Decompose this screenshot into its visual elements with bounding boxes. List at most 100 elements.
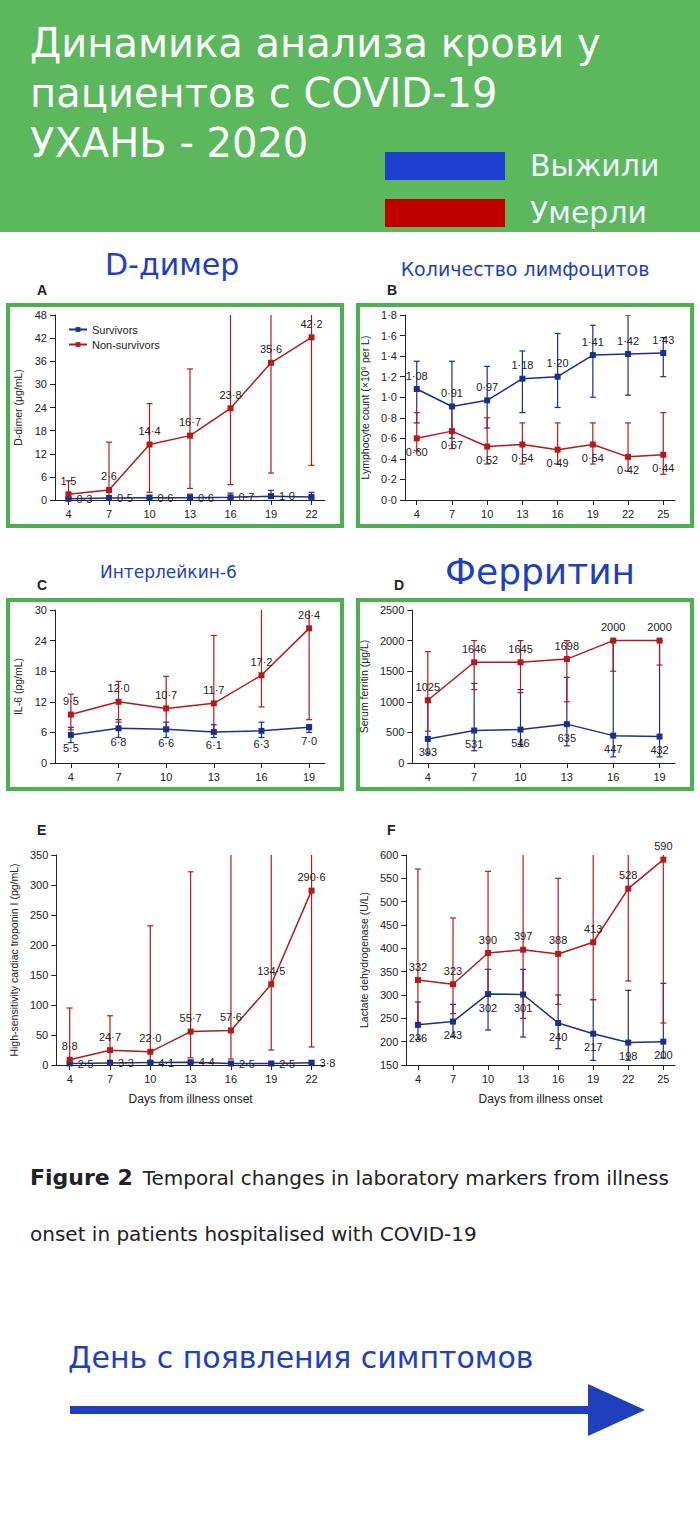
svg-text:13: 13 bbox=[184, 508, 196, 520]
svg-text:6·6: 6·6 bbox=[158, 737, 174, 749]
svg-text:590: 590 bbox=[654, 840, 672, 852]
svg-text:150: 150 bbox=[380, 1059, 398, 1071]
svg-text:D-димер: D-димер bbox=[105, 247, 239, 282]
svg-text:1646: 1646 bbox=[462, 643, 486, 655]
svg-text:6·8: 6·8 bbox=[111, 736, 127, 748]
svg-text:24: 24 bbox=[35, 635, 47, 647]
svg-text:450: 450 bbox=[380, 919, 398, 931]
svg-text:2000: 2000 bbox=[601, 621, 625, 633]
svg-text:4: 4 bbox=[67, 1073, 73, 1085]
svg-text:19: 19 bbox=[653, 771, 665, 783]
svg-text:0·6: 0·6 bbox=[158, 492, 174, 504]
svg-text:18: 18 bbox=[35, 665, 47, 677]
svg-text:7: 7 bbox=[450, 1073, 456, 1085]
svg-text:100: 100 bbox=[30, 999, 48, 1011]
svg-text:2·5: 2·5 bbox=[239, 1058, 255, 1070]
svg-text:13: 13 bbox=[517, 1073, 529, 1085]
svg-text:F: F bbox=[387, 822, 396, 838]
svg-text:42·2: 42·2 bbox=[300, 318, 322, 330]
svg-text:19: 19 bbox=[303, 771, 315, 783]
svg-text:0·3: 0·3 bbox=[77, 493, 93, 505]
svg-text:19: 19 bbox=[587, 508, 599, 520]
svg-text:19: 19 bbox=[587, 1073, 599, 1085]
svg-text:0·7: 0·7 bbox=[239, 491, 255, 503]
svg-text:390: 390 bbox=[479, 934, 497, 946]
svg-text:Lymphocyte count (×10⁹ per L): Lymphocyte count (×10⁹ per L) bbox=[359, 336, 371, 480]
svg-text:22: 22 bbox=[622, 1073, 634, 1085]
svg-text:36: 36 bbox=[35, 355, 47, 367]
svg-text:1·20: 1·20 bbox=[547, 357, 569, 369]
svg-text:447: 447 bbox=[604, 743, 622, 755]
svg-text:25: 25 bbox=[657, 508, 669, 520]
svg-text:2000: 2000 bbox=[380, 635, 404, 647]
svg-text:6·1: 6·1 bbox=[206, 739, 222, 751]
svg-text:350: 350 bbox=[380, 966, 398, 978]
svg-text:0·4: 0·4 bbox=[381, 453, 397, 465]
svg-text:57·6: 57·6 bbox=[220, 1011, 242, 1023]
svg-text:IL-6 (pg/mL): IL-6 (pg/mL) bbox=[12, 658, 24, 715]
svg-text:250: 250 bbox=[380, 1012, 398, 1024]
svg-text:16: 16 bbox=[551, 508, 563, 520]
svg-text:1·43: 1·43 bbox=[652, 334, 674, 346]
svg-text:10: 10 bbox=[482, 1073, 494, 1085]
svg-text:25: 25 bbox=[657, 1073, 669, 1085]
svg-text:500: 500 bbox=[386, 726, 404, 738]
svg-text:332: 332 bbox=[409, 961, 427, 973]
svg-text:7: 7 bbox=[107, 1073, 113, 1085]
svg-text:432: 432 bbox=[650, 744, 668, 756]
svg-text:Non-survivors: Non-survivors bbox=[92, 339, 160, 351]
svg-text:236: 236 bbox=[409, 1032, 427, 1044]
svg-text:1·08: 1·08 bbox=[406, 370, 428, 382]
svg-text:16: 16 bbox=[224, 508, 236, 520]
svg-text:2·6: 2·6 bbox=[101, 470, 117, 482]
svg-text:323: 323 bbox=[444, 965, 462, 977]
svg-text:19: 19 bbox=[265, 508, 277, 520]
svg-text:7·0: 7·0 bbox=[301, 735, 317, 747]
svg-text:12: 12 bbox=[35, 696, 47, 708]
svg-text:22: 22 bbox=[622, 508, 634, 520]
svg-text:6·3: 6·3 bbox=[254, 738, 270, 750]
svg-text:24: 24 bbox=[35, 402, 47, 414]
svg-text:12·0: 12·0 bbox=[108, 682, 130, 694]
svg-text:217: 217 bbox=[584, 1041, 602, 1053]
svg-text:7: 7 bbox=[471, 771, 477, 783]
svg-text:250: 250 bbox=[30, 909, 48, 921]
svg-text:13: 13 bbox=[185, 1073, 197, 1085]
svg-text:42: 42 bbox=[35, 332, 47, 344]
svg-text:198: 198 bbox=[619, 1050, 637, 1062]
svg-text:200: 200 bbox=[30, 939, 48, 951]
svg-text:550: 550 bbox=[380, 872, 398, 884]
svg-text:2000: 2000 bbox=[647, 621, 671, 633]
svg-text:1·42: 1·42 bbox=[617, 335, 639, 347]
svg-text:Ферритин: Ферритин bbox=[445, 551, 635, 592]
svg-text:D: D bbox=[394, 577, 404, 593]
svg-text:635: 635 bbox=[558, 732, 576, 744]
svg-text:6: 6 bbox=[41, 471, 47, 483]
svg-text:1·4: 1·4 bbox=[381, 350, 397, 362]
svg-text:13: 13 bbox=[516, 508, 528, 520]
svg-text:0: 0 bbox=[41, 494, 47, 506]
svg-text:B: B bbox=[387, 282, 397, 298]
svg-text:243: 243 bbox=[444, 1029, 462, 1041]
svg-text:24·7: 24·7 bbox=[99, 1031, 121, 1043]
svg-text:0·8: 0·8 bbox=[381, 412, 397, 424]
svg-text:30: 30 bbox=[35, 378, 47, 390]
svg-text:16: 16 bbox=[225, 1073, 237, 1085]
svg-text:4·1: 4·1 bbox=[158, 1057, 174, 1069]
svg-text:0·91: 0·91 bbox=[441, 387, 463, 399]
svg-text:22: 22 bbox=[305, 1073, 317, 1085]
svg-text:19: 19 bbox=[265, 1073, 277, 1085]
svg-text:528: 528 bbox=[619, 869, 637, 881]
svg-text:7: 7 bbox=[449, 508, 455, 520]
svg-text:0·60: 0·60 bbox=[406, 446, 428, 458]
svg-text:5·5: 5·5 bbox=[63, 742, 79, 754]
svg-text:Days from illness onset: Days from illness onset bbox=[129, 1092, 254, 1106]
svg-text:1000: 1000 bbox=[380, 696, 404, 708]
svg-text:300: 300 bbox=[30, 879, 48, 891]
svg-text:1·41: 1·41 bbox=[582, 336, 604, 348]
svg-text:14·4: 14·4 bbox=[138, 425, 160, 437]
svg-text:22·0: 22·0 bbox=[139, 1032, 161, 1044]
svg-text:17·2: 17·2 bbox=[250, 656, 272, 668]
svg-text:7: 7 bbox=[106, 508, 112, 520]
svg-text:0·5: 0·5 bbox=[117, 492, 133, 504]
